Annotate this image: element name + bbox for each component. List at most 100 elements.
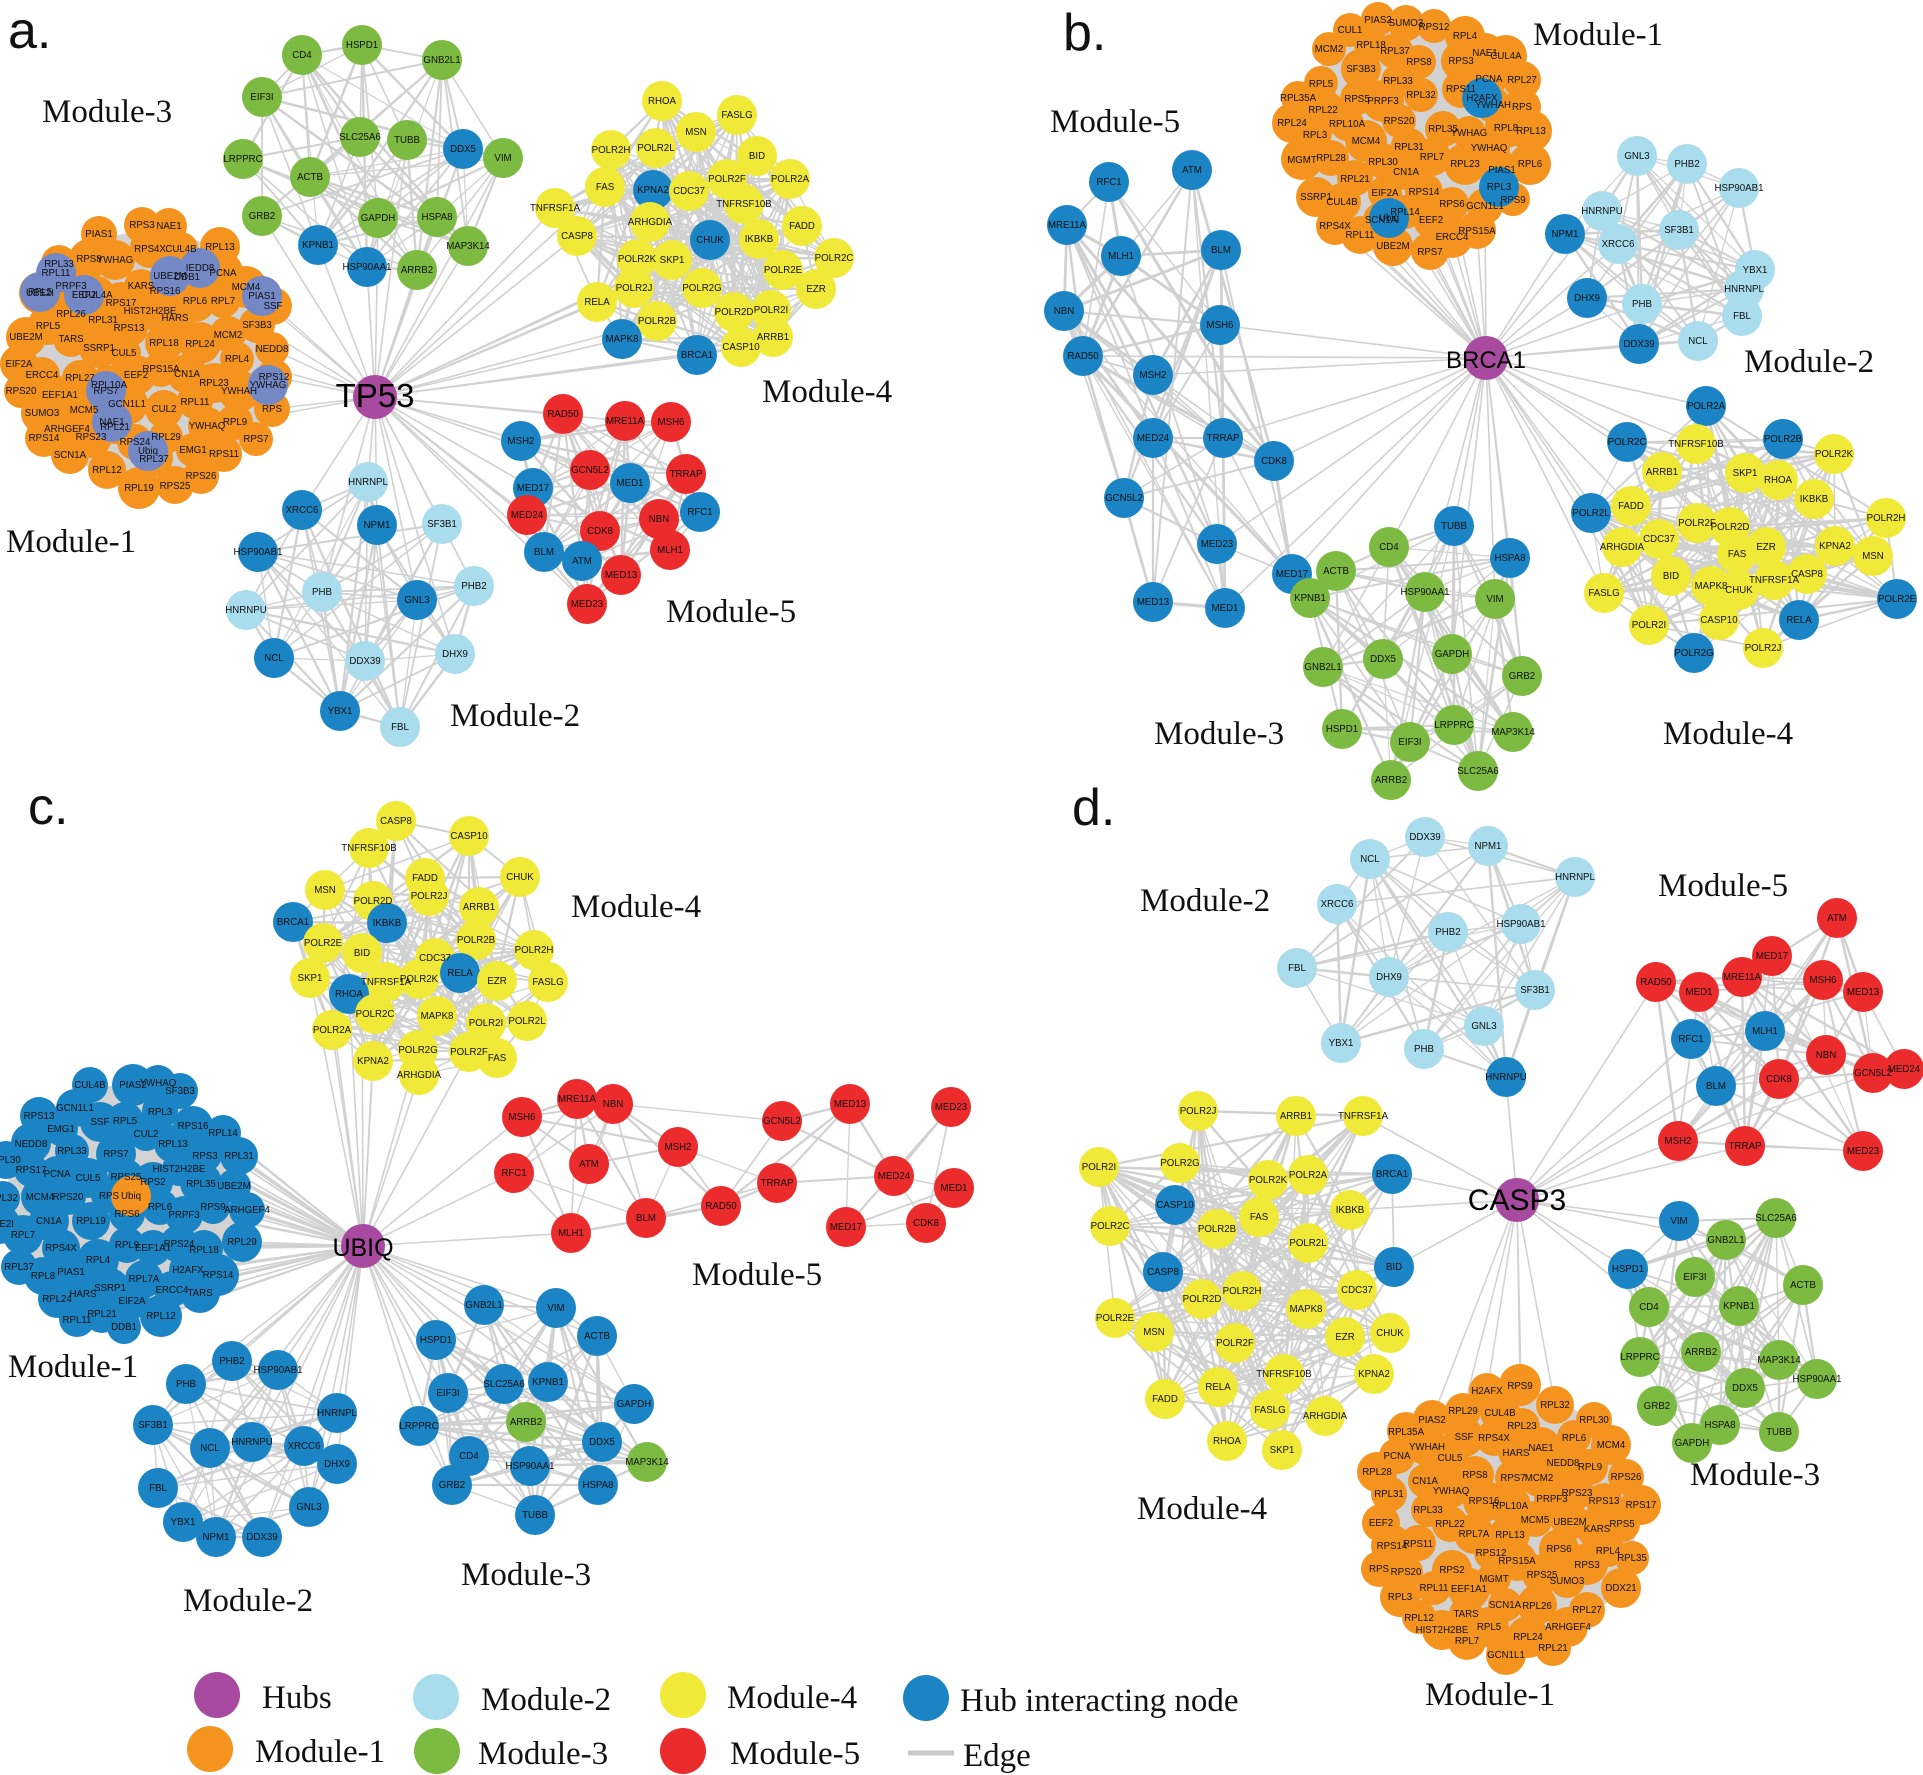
svg-text:SF3B1: SF3B1	[1664, 225, 1694, 236]
svg-text:RPL22: RPL22	[1308, 105, 1338, 116]
svg-text:TP53: TP53	[336, 377, 415, 414]
svg-text:GRB2: GRB2	[1509, 671, 1535, 682]
svg-text:KPNA2: KPNA2	[1358, 1369, 1390, 1380]
svg-text:KPNB1: KPNB1	[1294, 593, 1326, 604]
svg-text:NPM1: NPM1	[1475, 841, 1502, 852]
svg-text:RPL24: RPL24	[1277, 118, 1307, 129]
svg-text:ARRB1: ARRB1	[1646, 467, 1678, 478]
svg-text:FASLG: FASLG	[1588, 588, 1619, 599]
svg-text:HSPD1: HSPD1	[1612, 1264, 1644, 1275]
svg-text:DDX21: DDX21	[1605, 1583, 1636, 1594]
svg-text:DDX39: DDX39	[1623, 339, 1654, 350]
svg-text:BID: BID	[1663, 571, 1679, 582]
svg-text:MED1: MED1	[617, 478, 644, 489]
svg-text:RPL22: RPL22	[1435, 1519, 1465, 1530]
svg-text:RPL4: RPL4	[225, 354, 250, 365]
svg-text:CDK8: CDK8	[587, 526, 613, 537]
svg-text:MED23: MED23	[1847, 1146, 1879, 1157]
svg-text:SSRP1: SSRP1	[1300, 192, 1332, 203]
svg-text:KPNA2: KPNA2	[1819, 541, 1851, 552]
svg-text:H2AFX: H2AFX	[1466, 93, 1498, 104]
svg-text:HARS: HARS	[70, 1289, 97, 1300]
svg-text:GNB2L1: GNB2L1	[423, 55, 460, 66]
svg-text:SUMO3: SUMO3	[1550, 1576, 1584, 1587]
svg-text:TARS: TARS	[187, 1288, 213, 1299]
svg-text:ARHGDIA: ARHGDIA	[397, 1070, 442, 1081]
svg-text:CD4: CD4	[1379, 542, 1399, 553]
svg-text:MLH1: MLH1	[1752, 1026, 1778, 1037]
svg-text:EEF1A1: EEF1A1	[42, 390, 78, 401]
svg-text:RHOA: RHOA	[1213, 1436, 1242, 1447]
svg-text:POLR2D: POLR2D	[1711, 522, 1750, 533]
svg-text:RPL35A: RPL35A	[1280, 93, 1317, 104]
svg-text:RPS7: RPS7	[243, 434, 268, 445]
svg-text:DHX9: DHX9	[1574, 293, 1600, 304]
svg-text:YWHAQ: YWHAQ	[140, 1078, 177, 1089]
svg-text:RPS5: RPS5	[1609, 1519, 1634, 1530]
svg-text:ARRB1: ARRB1	[463, 902, 495, 913]
svg-text:FBL: FBL	[391, 722, 409, 733]
svg-text:RPL31: RPL31	[224, 1151, 254, 1162]
svg-text:PRPF3: PRPF3	[1536, 1494, 1567, 1505]
svg-text:RPS17: RPS17	[1626, 1500, 1657, 1511]
svg-text:CN1A: CN1A	[174, 369, 200, 380]
svg-text:RHOA: RHOA	[648, 96, 677, 107]
svg-text:RPS11: RPS11	[1446, 84, 1476, 95]
svg-text:CDC37: CDC37	[1341, 1285, 1373, 1296]
svg-text:RPL23: RPL23	[1450, 159, 1480, 170]
svg-text:SF3B3: SF3B3	[165, 1086, 195, 1097]
svg-text:TUBB: TUBB	[394, 135, 420, 146]
svg-text:SF3B3: SF3B3	[1346, 64, 1376, 75]
svg-text:RFC1: RFC1	[1678, 1034, 1703, 1045]
svg-text:RPS5: RPS5	[1344, 94, 1369, 105]
svg-text:CDC37: CDC37	[1643, 534, 1675, 545]
svg-text:TNFRSF10B: TNFRSF10B	[716, 199, 771, 210]
svg-text:CUL4B: CUL4B	[74, 1080, 105, 1091]
svg-text:KPNB1: KPNB1	[1723, 1301, 1755, 1312]
svg-text:DDB1: DDB1	[111, 1322, 137, 1333]
svg-text:RPL27: RPL27	[1507, 75, 1537, 86]
svg-text:ARHGDIA: ARHGDIA	[1303, 1411, 1348, 1422]
svg-text:UBE2I: UBE2I	[0, 1219, 14, 1230]
svg-text:Ubiq: Ubiq	[121, 1191, 141, 1202]
svg-text:POLR2K: POLR2K	[618, 254, 657, 265]
svg-text:RPL33: RPL33	[1383, 76, 1413, 87]
svg-text:RPL8: RPL8	[1494, 123, 1518, 134]
svg-text:GCN5L2: GCN5L2	[571, 465, 609, 476]
svg-text:FADD: FADD	[789, 221, 815, 232]
svg-text:H2AFX: H2AFX	[1471, 1386, 1503, 1397]
svg-text:ERCC4: ERCC4	[1436, 232, 1469, 243]
svg-text:HIST2H2BE: HIST2H2BE	[1416, 1625, 1469, 1636]
svg-text:POLR2G: POLR2G	[1674, 648, 1713, 659]
svg-text:CASP8: CASP8	[1147, 1267, 1179, 1278]
svg-text:RPL7: RPL7	[1420, 152, 1444, 163]
svg-text:RPL33: RPL33	[1413, 1505, 1443, 1516]
svg-text:RPS11: RPS11	[209, 449, 239, 460]
svg-text:POLR2K: POLR2K	[1249, 1175, 1288, 1186]
svg-text:NBN: NBN	[1816, 1050, 1836, 1061]
svg-text:Module-4: Module-4	[727, 1680, 857, 1716]
svg-text:NCL: NCL	[264, 653, 284, 664]
svg-text:BID: BID	[1386, 1262, 1402, 1273]
svg-text:BID: BID	[354, 948, 370, 959]
svg-text:CDK8: CDK8	[1261, 456, 1287, 467]
svg-text:CUL4A: CUL4A	[1490, 51, 1522, 62]
svg-text:CHUK: CHUK	[1376, 1328, 1404, 1339]
svg-text:RAD50: RAD50	[1067, 351, 1099, 362]
svg-text:RPS25: RPS25	[160, 481, 191, 492]
svg-text:HNRNPL: HNRNPL	[1724, 284, 1764, 295]
svg-text:RPS: RPS	[1512, 102, 1532, 113]
svg-text:RPS14: RPS14	[1409, 187, 1440, 198]
svg-text:POLR2G: POLR2G	[682, 283, 721, 294]
svg-text:NEDD8: NEDD8	[256, 344, 289, 355]
svg-text:RPS6: RPS6	[1439, 199, 1464, 210]
svg-text:RPL26: RPL26	[56, 309, 86, 320]
svg-text:RPL5: RPL5	[1477, 1622, 1501, 1633]
svg-text:NBN: NBN	[603, 1099, 623, 1110]
svg-text:MSH6: MSH6	[509, 1112, 536, 1123]
svg-text:RPL4: RPL4	[86, 1255, 111, 1266]
svg-text:POLR2G: POLR2G	[398, 1045, 437, 1056]
svg-text:NBN: NBN	[1054, 306, 1074, 317]
svg-text:POLR2I: POLR2I	[754, 305, 788, 316]
svg-text:MSH2: MSH2	[665, 1142, 692, 1153]
